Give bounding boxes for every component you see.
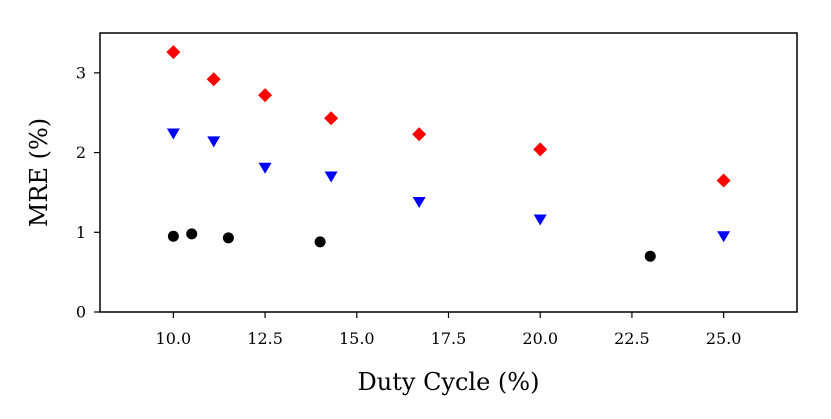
series-1-point [258, 88, 273, 103]
series-1-point [206, 72, 221, 87]
x-tick-label: 25.0 [706, 329, 742, 348]
x-axis-ticks: 10.0 12.5 15.0 17.5 20.0 22.5 25.0 [156, 312, 742, 348]
x-tick-label: 17.5 [431, 329, 467, 348]
series-2-point [258, 162, 272, 174]
series-3-point [222, 232, 234, 244]
series-1-point [324, 111, 339, 126]
series-2-point [324, 171, 338, 183]
series-3-point [167, 230, 179, 242]
y-tick-label: 1 [76, 223, 86, 242]
x-tick-label: 10.0 [156, 329, 192, 348]
series-2-point [717, 231, 731, 243]
x-tick-label: 22.5 [614, 329, 650, 348]
x-axis-label: Duty Cycle (%) [358, 368, 540, 396]
series-2-point [166, 128, 180, 140]
series-2-point [207, 136, 221, 148]
series-3-point [644, 250, 656, 262]
y-tick-label: 0 [76, 303, 86, 322]
plot-frame [99, 32, 798, 313]
x-tick-label: 20.0 [522, 329, 558, 348]
x-tick-label: 15.0 [339, 329, 375, 348]
series-1-point [412, 127, 427, 142]
series-3-point [314, 236, 326, 248]
data-markers [166, 45, 731, 262]
y-tick-label: 3 [76, 63, 86, 82]
series-2-point [533, 214, 547, 226]
series-1-point [166, 45, 181, 60]
y-axis-ticks: 0 1 2 3 [76, 63, 100, 322]
series-3-point [186, 228, 198, 240]
series-1-point [716, 173, 731, 188]
x-tick-label: 12.5 [247, 329, 283, 348]
y-tick-label: 2 [76, 143, 86, 162]
y-axis-label: MRE (%) [25, 118, 53, 227]
series-1-point [533, 142, 548, 157]
series-2-point [412, 196, 426, 208]
